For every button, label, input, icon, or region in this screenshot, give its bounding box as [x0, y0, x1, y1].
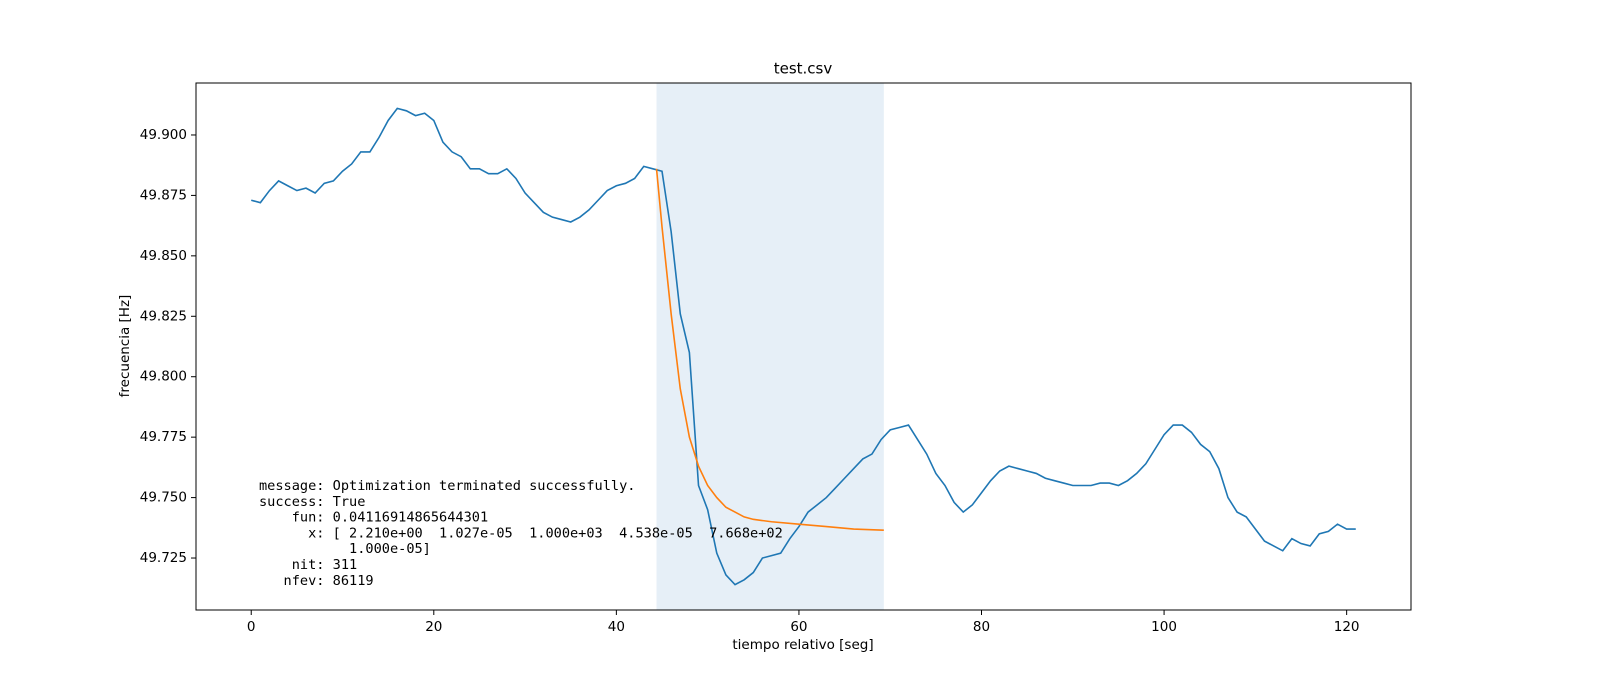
y-tick-label: 49.875 [140, 187, 187, 203]
annotation-line: nit: 311 [259, 557, 357, 573]
plot-frame [195, 82, 1412, 611]
x-axis-label: tiempo relativo [seg] [732, 637, 873, 653]
y-tick-label: 49.775 [140, 429, 187, 445]
data-line [251, 107, 1356, 586]
annotation-line: nfev: 86119 [259, 573, 374, 589]
annotation-line: fun: 0.04116914865644301 [259, 510, 488, 526]
y-tick-label: 49.725 [140, 550, 187, 566]
annotation-line: x: [ 2.210e+00 1.027e-05 1.000e+03 4.538… [259, 525, 783, 541]
y-tick-label: 49.900 [140, 127, 187, 143]
x-tick-label: 40 [608, 619, 625, 635]
annotation-line: 1.000e-05] [259, 541, 431, 557]
y-tick-label: 49.850 [140, 248, 187, 264]
y-tick-label: 49.825 [140, 308, 187, 324]
x-tick-label: 120 [1334, 619, 1360, 635]
chart-title: test.csv [774, 60, 833, 78]
x-tick-label: 60 [790, 619, 807, 635]
y-axis-label: frecuencia [Hz] [117, 295, 133, 398]
x-tick-label: 80 [973, 619, 990, 635]
y-tick-label: 49.750 [140, 490, 187, 506]
y-tick-label: 49.800 [140, 369, 187, 385]
x-tick-label: 0 [247, 619, 256, 635]
annotation-line: message: Optimization terminated success… [259, 478, 635, 494]
data-line [655, 168, 884, 532]
annotation-line: success: True [259, 494, 365, 510]
x-tick-label: 100 [1151, 619, 1177, 635]
x-tick-label: 20 [425, 619, 442, 635]
